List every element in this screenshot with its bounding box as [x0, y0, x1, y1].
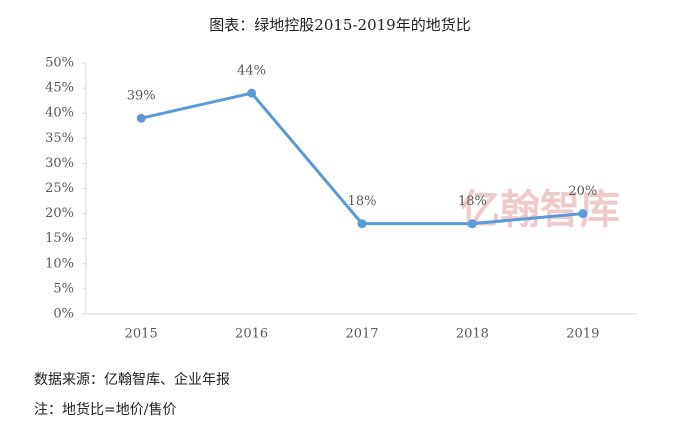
- source-note: 数据来源：亿翰智库、企业年报: [34, 371, 230, 388]
- y-tick-label: 20%: [45, 206, 74, 221]
- point: [247, 88, 257, 98]
- point: [136, 113, 146, 123]
- y-tick-label: 0%: [53, 307, 74, 322]
- formula-note: 注：地货比=地价/售价: [34, 401, 176, 418]
- value-label: 39%: [127, 89, 156, 104]
- value-label: 18%: [348, 194, 377, 209]
- y-tick-label: 5%: [53, 281, 74, 296]
- y-tick-label: 15%: [45, 231, 74, 246]
- x-tick-label: 2017: [345, 327, 378, 342]
- y-tick-label: 10%: [45, 256, 74, 271]
- y-tick-label: 25%: [45, 181, 74, 196]
- x-tick-label: 2018: [456, 327, 489, 342]
- y-tick-label: 50%: [45, 56, 74, 71]
- y-tick-label: 35%: [45, 131, 74, 146]
- y-tick-label: 40%: [45, 106, 74, 121]
- chart-title: 图表：绿地控股2015-2019年的地货比: [209, 16, 470, 34]
- point: [357, 219, 367, 229]
- point: [578, 209, 588, 219]
- watermark: 亿翰智库: [460, 187, 620, 233]
- value-label: 20%: [568, 184, 597, 199]
- point: [467, 219, 477, 229]
- value-label: 44%: [237, 64, 266, 79]
- y-tick-label: 30%: [45, 156, 74, 171]
- x-tick-label: 2019: [566, 327, 599, 342]
- x-tick-label: 2016: [235, 327, 268, 342]
- value-label: 18%: [458, 194, 487, 209]
- y-tick-label: 45%: [45, 81, 74, 96]
- x-tick-label: 2015: [125, 327, 158, 342]
